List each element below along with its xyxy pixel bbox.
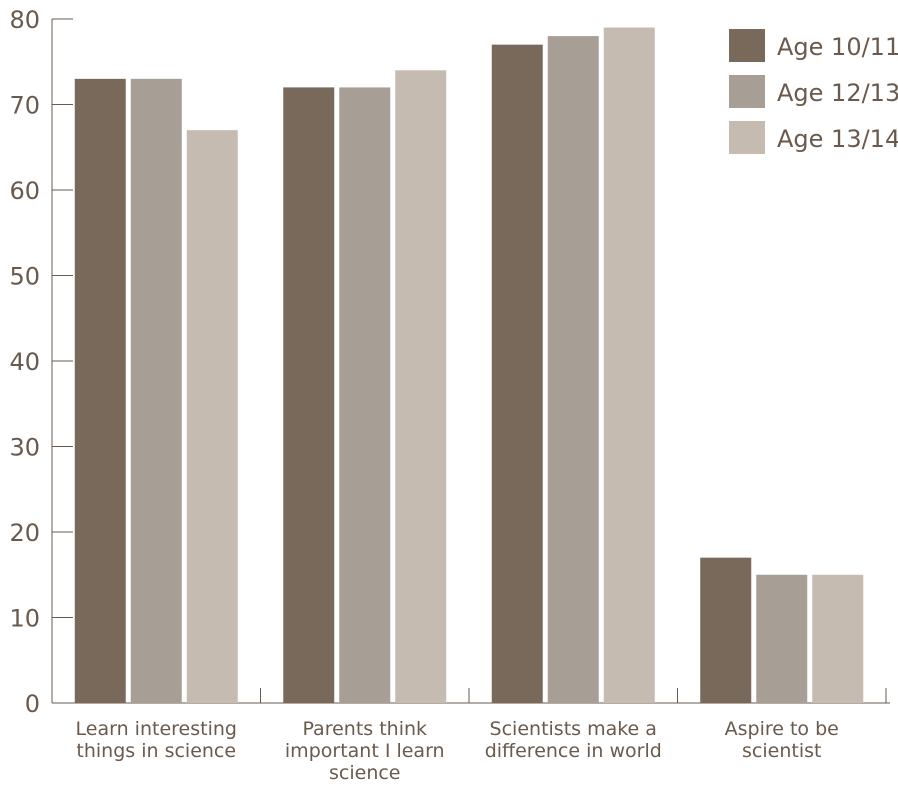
category-label: difference in world — [485, 740, 662, 762]
category-label: things in science — [76, 740, 236, 762]
bar — [74, 78, 126, 704]
y-tick-label: 20 — [9, 519, 40, 547]
category-label: Parents think — [302, 718, 427, 740]
y-tick-label: 40 — [9, 348, 40, 376]
bar — [395, 70, 447, 704]
legend-swatch — [729, 75, 765, 108]
category-label: Learn interesting — [76, 718, 237, 740]
legend: Age 10/11 Age 12/13 Age 13/14 — [729, 29, 898, 154]
y-tick-label: 80 — [9, 6, 40, 34]
legend-swatch — [729, 29, 765, 62]
category-label: science — [329, 762, 401, 784]
y-tick-label: 50 — [9, 263, 40, 291]
y-tick-label: 10 — [9, 605, 40, 633]
bar — [547, 36, 599, 704]
category-label: scientist — [742, 740, 821, 762]
category-label: Scientists make a — [490, 718, 657, 740]
bar — [700, 557, 752, 703]
bar — [130, 78, 182, 704]
category-label: important I learn — [285, 740, 445, 762]
legend-label: Age 10/11 — [777, 33, 898, 61]
legend-swatch — [729, 121, 765, 154]
y-tick-label: 30 — [9, 434, 40, 462]
y-tick-label: 60 — [9, 177, 40, 205]
bar — [812, 574, 864, 703]
bar — [186, 130, 238, 703]
legend-label: Age 13/14 — [777, 125, 898, 153]
bar — [603, 27, 655, 704]
bar — [491, 44, 543, 703]
y-tick-label: 70 — [9, 92, 40, 120]
y-tick-label: 0 — [25, 690, 40, 718]
bar — [756, 574, 808, 703]
legend-label: Age 12/13 — [777, 79, 898, 107]
y-axis: 0 10 20 30 40 50 60 70 80 — [9, 6, 73, 718]
category-label: Aspire to be — [725, 718, 839, 740]
bar — [283, 87, 335, 703]
bar — [339, 87, 391, 703]
bars — [74, 27, 864, 704]
